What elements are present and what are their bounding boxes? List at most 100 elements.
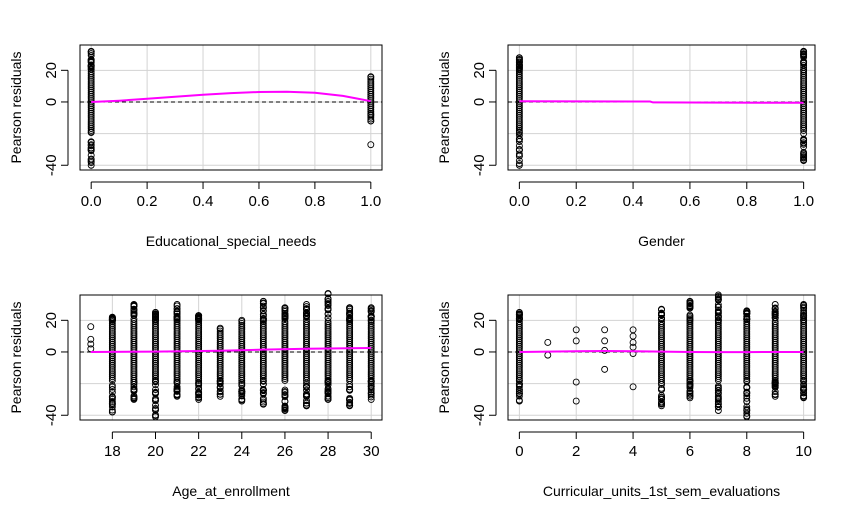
data-point (195, 316, 203, 324)
data-point (714, 400, 722, 408)
data-point (800, 304, 808, 312)
x-tick-label: 0 (515, 443, 523, 460)
data-point (259, 400, 267, 408)
y-tick-label: 0 (43, 98, 60, 106)
smooth-line (90, 347, 372, 353)
data-point (367, 75, 375, 83)
data-point (800, 377, 808, 385)
x-tick-label: 6 (686, 443, 694, 460)
x-tick-label: 8 (743, 443, 751, 460)
data-point (324, 395, 332, 403)
x-tick-label: 26 (277, 443, 294, 460)
data-points (515, 47, 808, 169)
data-point (173, 316, 181, 324)
data-point (743, 403, 751, 411)
data-point (743, 409, 751, 417)
data-point (771, 392, 779, 400)
x-tick-label: 0.8 (736, 193, 757, 210)
data-point (714, 306, 722, 314)
data-point (714, 296, 722, 304)
data-point (281, 315, 289, 322)
y-tick-label: 0 (43, 348, 60, 356)
data-point (195, 393, 203, 401)
data-point (238, 387, 246, 395)
y-tick-label: 0 (471, 348, 488, 356)
data-point (152, 311, 159, 318)
y-axis: -40 0 20 (471, 62, 497, 176)
y-axis-label: Pearson residuals (436, 301, 452, 413)
panel-gender: 0.0 0.2 0.4 0.6 0.8 1.0 -40 0 20 Gender Pearson re… (436, 44, 816, 249)
data-point (324, 388, 332, 396)
smooth-line (519, 100, 804, 104)
data-point (281, 407, 289, 414)
data-point (367, 141, 375, 149)
data-points (87, 289, 375, 421)
data-point (686, 380, 694, 388)
x-tick-label: 0.4 (193, 193, 214, 210)
data-point (771, 310, 779, 318)
y-axis: -40 0 20 (471, 312, 497, 426)
data-point (238, 316, 246, 324)
data-point (173, 383, 181, 391)
data-point (515, 315, 523, 323)
x-tick-label: 0.6 (249, 193, 270, 210)
data-point (800, 61, 808, 69)
data-point (515, 392, 523, 400)
x-tick-label: 1.0 (793, 193, 814, 210)
data-point (173, 313, 181, 321)
data-point (743, 392, 751, 400)
plot-frame (507, 44, 816, 171)
data-point (658, 379, 665, 387)
data-point (743, 307, 751, 315)
data-point (303, 320, 310, 327)
data-point (238, 397, 246, 405)
data-point (173, 308, 181, 316)
data-point (238, 320, 246, 327)
data-point (130, 301, 138, 308)
data-point (515, 135, 523, 143)
grid-lines (80, 45, 382, 170)
data-point (686, 389, 694, 397)
data-point (195, 380, 203, 388)
x-axis: 18 20 22 24 26 28 30 (104, 431, 380, 460)
data-point (800, 154, 808, 162)
data-point (346, 307, 354, 315)
data-point (324, 318, 332, 326)
data-point (346, 386, 354, 394)
y-axis-label: Pearson residuals (8, 301, 24, 413)
data-points (515, 291, 808, 421)
data-point (195, 312, 203, 320)
data-point (303, 399, 310, 407)
data-point (324, 295, 332, 303)
data-point (367, 395, 375, 403)
y-tick-label: -40 (471, 404, 488, 426)
data-point (771, 301, 779, 308)
data-point (515, 308, 523, 316)
data-point (216, 327, 224, 335)
data-point (238, 321, 246, 329)
data-point (515, 397, 523, 405)
data-point (173, 305, 181, 313)
data-point (130, 379, 138, 387)
data-point (743, 309, 751, 317)
data-point (324, 386, 332, 394)
data-point (216, 329, 224, 337)
plot-frame (79, 294, 383, 421)
y-tick-label: 20 (471, 312, 488, 329)
data-point (152, 313, 159, 321)
data-point (216, 392, 224, 400)
data-point (216, 383, 224, 391)
data-point (87, 146, 95, 154)
data-point (152, 308, 159, 316)
x-tick-label: 10 (795, 443, 812, 460)
data-point (714, 398, 722, 406)
data-point (87, 142, 95, 150)
data-point (367, 377, 375, 385)
data-points (87, 47, 375, 169)
data-point (367, 312, 375, 320)
data-point (771, 321, 779, 329)
data-point (367, 384, 375, 392)
x-tick-label: 0.0 (81, 193, 102, 210)
data-point (658, 402, 665, 410)
data-point (281, 389, 289, 397)
